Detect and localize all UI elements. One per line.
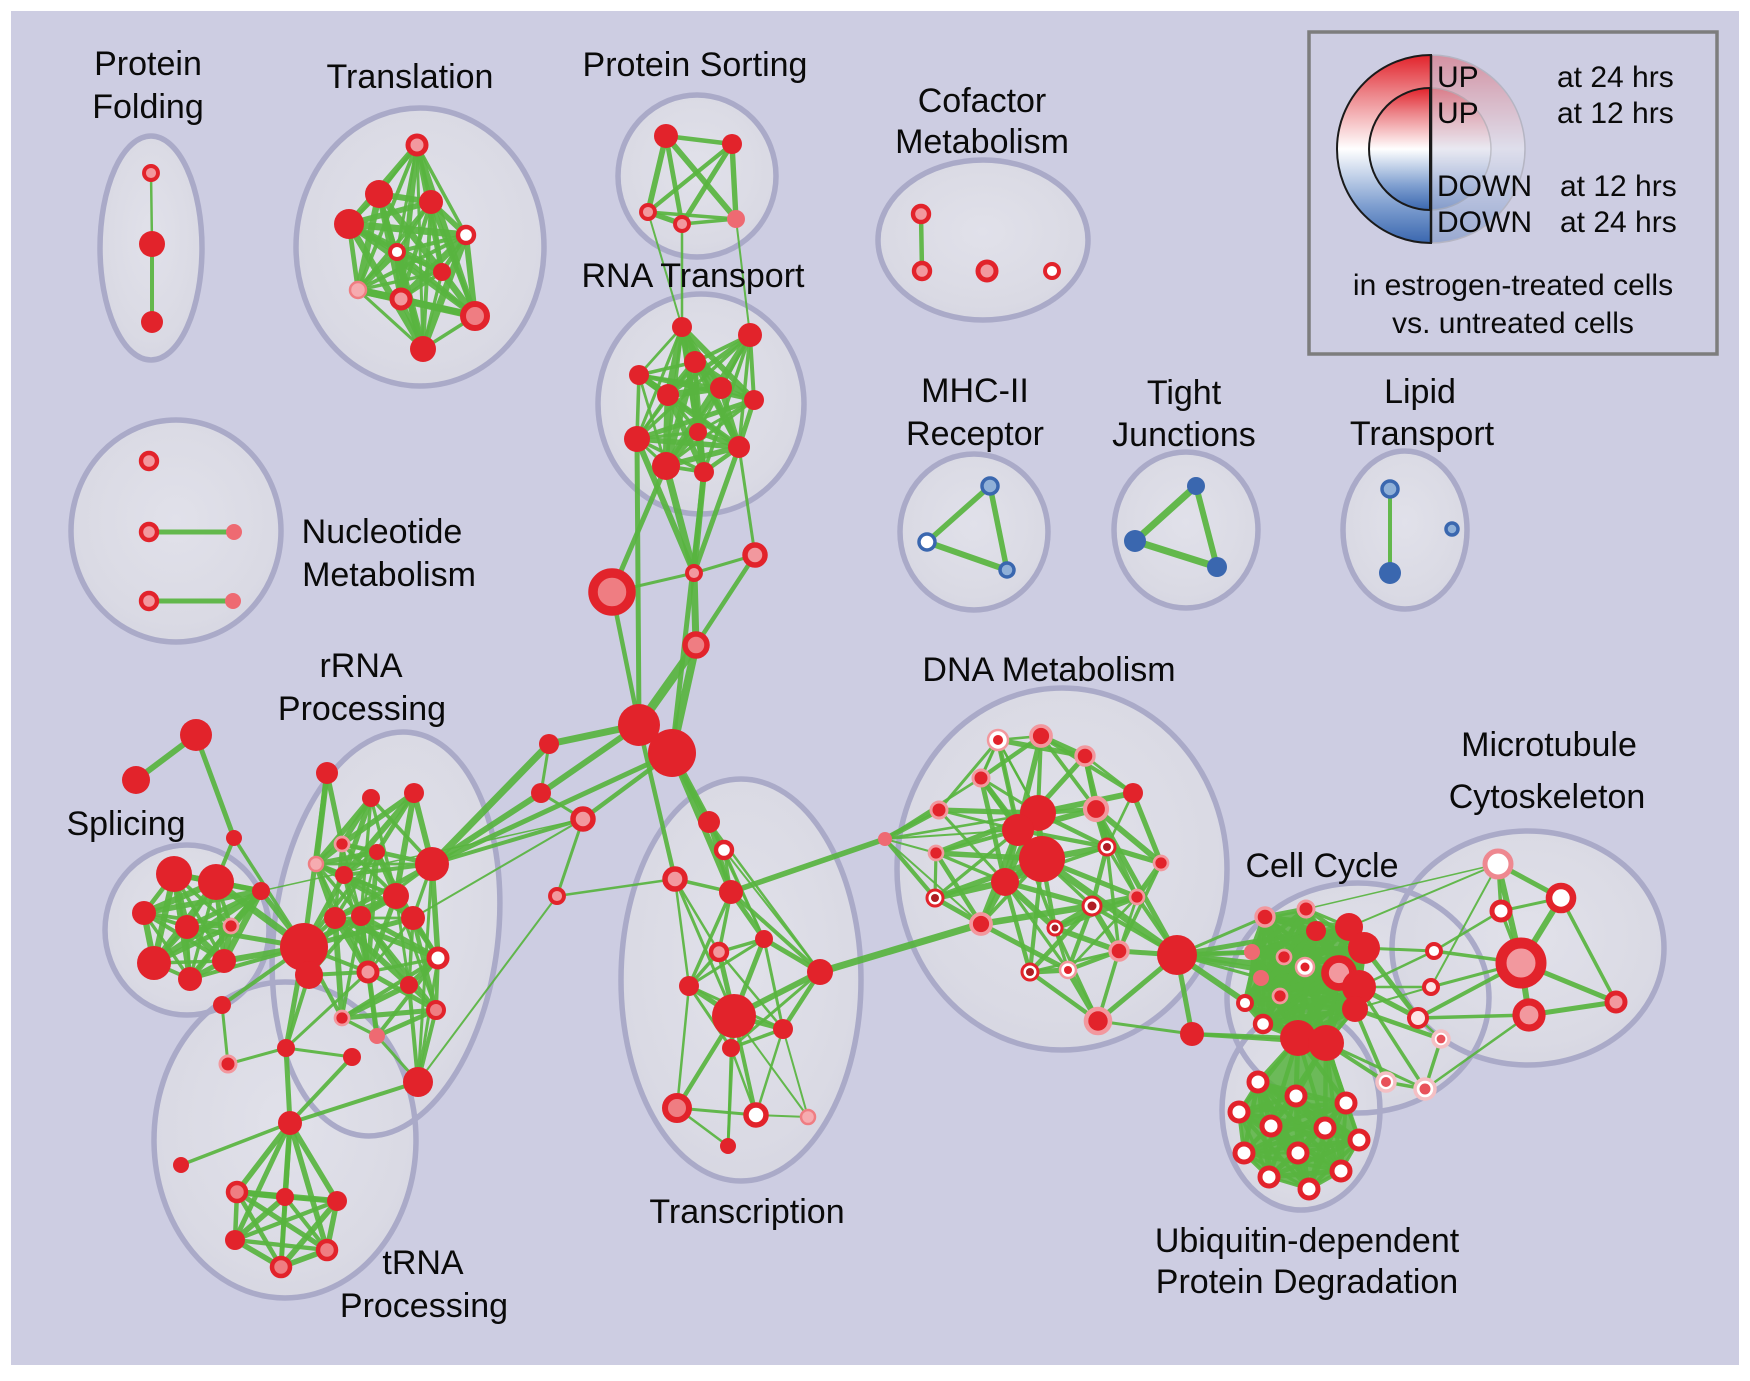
svg-text:Transcription: Transcription xyxy=(649,1193,844,1231)
svg-text:at 24 hrs: at 24 hrs xyxy=(1557,61,1674,94)
svg-text:Nucleotide: Nucleotide xyxy=(302,513,463,551)
svg-text:Ubiquitin-dependent: Ubiquitin-dependent xyxy=(1155,1222,1460,1260)
svg-text:Junctions: Junctions xyxy=(1112,416,1256,454)
svg-text:Protein Sorting: Protein Sorting xyxy=(583,46,808,84)
svg-text:UP: UP xyxy=(1437,97,1479,130)
svg-text:Cell Cycle: Cell Cycle xyxy=(1245,847,1398,885)
svg-text:MHC-II: MHC-II xyxy=(921,372,1029,410)
svg-text:Receptor: Receptor xyxy=(906,415,1044,453)
svg-text:at 12 hrs: at 12 hrs xyxy=(1560,170,1677,203)
svg-text:Tight: Tight xyxy=(1147,374,1222,412)
svg-text:RNA Transport: RNA Transport xyxy=(582,257,806,295)
svg-text:rRNA: rRNA xyxy=(319,647,402,685)
svg-text:DNA Metabolism: DNA Metabolism xyxy=(922,651,1175,689)
svg-text:Microtubule: Microtubule xyxy=(1461,726,1637,764)
svg-text:Folding: Folding xyxy=(92,88,204,126)
svg-text:Cytoskeleton: Cytoskeleton xyxy=(1449,778,1646,816)
svg-text:Cofactor: Cofactor xyxy=(918,82,1047,120)
svg-text:Transport: Transport xyxy=(1350,415,1495,453)
svg-text:vs. untreated cells: vs. untreated cells xyxy=(1392,307,1634,340)
svg-text:DOWN: DOWN xyxy=(1437,170,1532,203)
svg-text:UP: UP xyxy=(1437,61,1479,94)
svg-text:Protein: Protein xyxy=(94,45,202,83)
svg-text:Metabolism: Metabolism xyxy=(302,556,476,594)
svg-text:at 24 hrs: at 24 hrs xyxy=(1560,206,1677,239)
svg-text:Splicing: Splicing xyxy=(66,805,185,843)
svg-text:Processing: Processing xyxy=(340,1287,508,1325)
svg-text:tRNA: tRNA xyxy=(382,1244,464,1282)
svg-text:Metabolism: Metabolism xyxy=(895,123,1069,161)
svg-text:Protein Degradation: Protein Degradation xyxy=(1156,1263,1458,1301)
svg-text:DOWN: DOWN xyxy=(1437,206,1532,239)
svg-text:Processing: Processing xyxy=(278,690,446,728)
svg-text:Lipid: Lipid xyxy=(1384,373,1456,411)
svg-text:at 12 hrs: at 12 hrs xyxy=(1557,97,1674,130)
svg-text:Translation: Translation xyxy=(327,58,494,96)
svg-text:in estrogen-treated cells: in estrogen-treated cells xyxy=(1353,269,1673,302)
